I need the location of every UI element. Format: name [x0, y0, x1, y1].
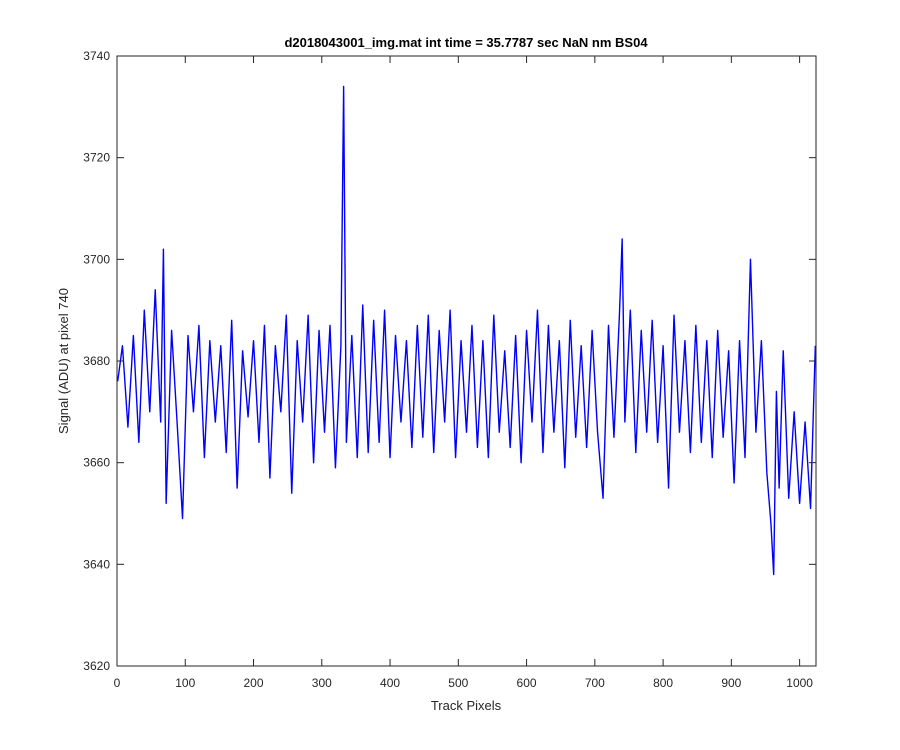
y-tick-label: 3640 [83, 557, 110, 571]
y-axis-label: Signal (ADU) at pixel 740 [56, 288, 71, 434]
plot-layer [116, 85, 817, 576]
x-tick-label: 500 [448, 676, 468, 690]
y-tick-label: 3720 [83, 151, 110, 165]
x-tick-label: 700 [585, 676, 605, 690]
series-line [116, 85, 817, 576]
y-tick-label: 3740 [83, 49, 110, 63]
x-tick-label: 300 [312, 676, 332, 690]
x-tick-label: 200 [244, 676, 264, 690]
x-tick-label: 100 [175, 676, 195, 690]
y-tick-label: 3700 [83, 252, 110, 266]
y-tick-label: 3680 [83, 354, 110, 368]
y-tick-label: 3660 [83, 456, 110, 470]
x-tick-label: 400 [380, 676, 400, 690]
chart-title: d2018043001_img.mat int time = 35.7787 s… [284, 35, 648, 50]
x-tick-label: 900 [721, 676, 741, 690]
x-axis-label: Track Pixels [431, 698, 502, 713]
x-tick-label: 600 [517, 676, 537, 690]
x-tick-label: 800 [653, 676, 673, 690]
axes-box [116, 55, 817, 667]
y-tick-label: 3620 [83, 659, 110, 673]
x-tick-label: 1000 [786, 676, 813, 690]
x-tick-label: 0 [114, 676, 121, 690]
tick-layer: 0 100 200 300 400 500 600 700 800 900 1000 3620 3640… [83, 49, 816, 690]
